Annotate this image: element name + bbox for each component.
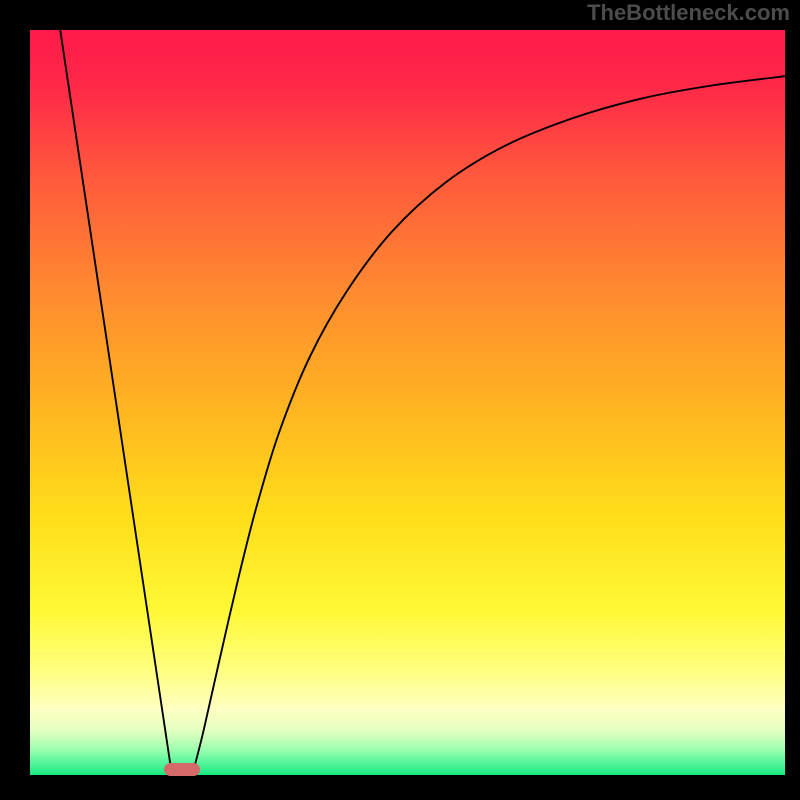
bottleneck-curve — [60, 30, 785, 775]
plot-area — [30, 30, 785, 775]
curve-layer — [30, 30, 785, 775]
chart-container: TheBottleneck.com — [0, 0, 800, 800]
optimum-marker — [164, 763, 200, 776]
source-label: TheBottleneck.com — [587, 0, 790, 26]
